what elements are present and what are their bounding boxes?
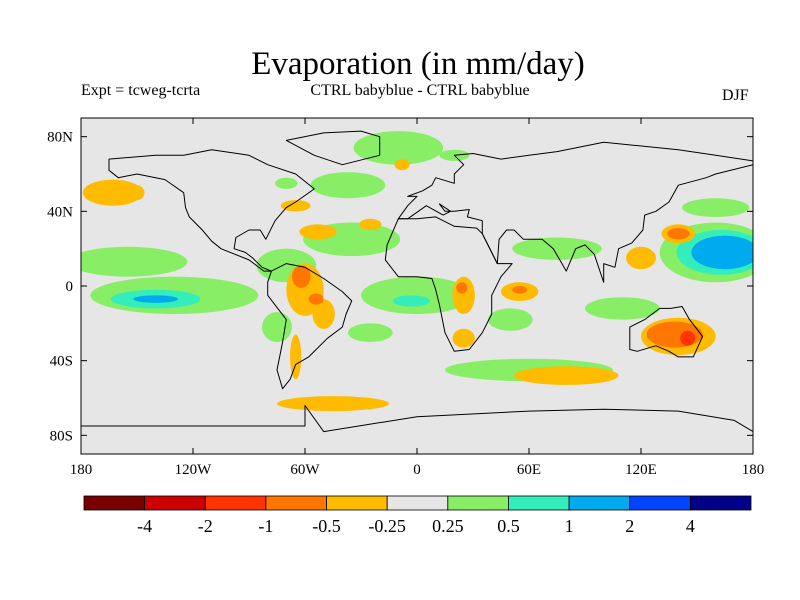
- comparison-label: CTRL babyblue - CTRL babyblue: [310, 82, 530, 99]
- colorbar-swatch-8: [568, 495, 631, 511]
- contour-region-40: [626, 246, 656, 270]
- contour-region-13: [359, 218, 382, 230]
- coastline-0: [108, 149, 315, 272]
- colorbar-swatch-6: [447, 495, 509, 511]
- colorbar-label-6: 0.5: [497, 516, 520, 536]
- x-tick-label-5: 120E: [625, 462, 657, 478]
- contour-region-16: [133, 295, 179, 303]
- contour-region-4: [280, 200, 311, 212]
- colorbar-swatch-4: [326, 495, 388, 511]
- contour-region-17: [262, 312, 292, 343]
- x-tick-label-4: 60E: [517, 462, 541, 478]
- contour-region-22: [290, 334, 302, 380]
- y-tick-label-0: 80N: [47, 130, 73, 146]
- colorbar-label-1: -2: [198, 516, 213, 536]
- contour-region-5: [394, 159, 410, 171]
- contour-region-25: [392, 295, 431, 307]
- y-tick-label-3: 40S: [50, 354, 73, 370]
- colorbar-swatch-3: [265, 495, 327, 511]
- contour-region-23: [347, 323, 393, 342]
- colorbar-label-7: 1: [565, 516, 574, 536]
- y-tick-label-4: 80S: [50, 428, 73, 444]
- season-label: DJF: [722, 87, 749, 104]
- contour-region-31: [487, 308, 533, 331]
- contour-region-37: [680, 330, 696, 346]
- colorbar-label-5: 0.25: [432, 516, 464, 536]
- contour-region-39: [512, 237, 602, 260]
- contour-region-26: [452, 276, 475, 315]
- contour-region-46: [682, 198, 750, 217]
- x-tick-label-2: 60W: [290, 462, 320, 478]
- coastline-4: [397, 141, 753, 283]
- colorbar-label-4: -0.25: [368, 516, 406, 536]
- coastline-3: [384, 216, 513, 352]
- contour-region-20: [291, 265, 311, 288]
- chart-title: Evaporation (in mm/day): [251, 46, 585, 82]
- contour-region-27: [456, 282, 468, 294]
- colorbar-label-2: -1: [258, 516, 273, 536]
- colorbar-label-3: -0.5: [312, 516, 341, 536]
- contour-region-38: [585, 297, 660, 320]
- contour-region-30: [512, 286, 528, 294]
- contour-region-7: [275, 177, 298, 189]
- y-tick-label-1: 40N: [47, 204, 73, 220]
- x-tick-label-1: 120W: [175, 462, 213, 478]
- coastline-1: [285, 130, 381, 166]
- colorbar-swatch-10: [689, 495, 752, 511]
- colorbar-swatch-1: [144, 495, 206, 511]
- contour-region-33: [277, 396, 389, 412]
- contour-region-43: [691, 235, 753, 270]
- contour-region-12: [299, 224, 337, 240]
- x-tick-label-3: 0: [413, 462, 421, 478]
- colorbar-swatch-2: [204, 495, 267, 511]
- contour-region-9: [81, 246, 188, 277]
- contour-region-19: [312, 299, 335, 329]
- contour-region-8: [129, 185, 145, 201]
- contour-region-28: [452, 328, 475, 348]
- contour-region-34: [514, 366, 619, 385]
- colorbar-label-0: -4: [137, 516, 152, 536]
- contour-region-24: [361, 276, 473, 315]
- colorbar-swatch-5: [386, 495, 449, 511]
- colorbar-label-8: 2: [625, 516, 634, 536]
- contour-region-3: [310, 172, 386, 199]
- y-tick-label-2: 0: [66, 279, 74, 295]
- experiment-label: Expt = tcweg-tcrta: [81, 82, 201, 99]
- contour-region-21: [308, 293, 324, 305]
- coastline-5: [629, 306, 704, 358]
- coastline-2: [267, 263, 353, 390]
- contour-region-45: [667, 228, 690, 240]
- x-tick-label-6: 180: [742, 462, 765, 478]
- colorbar-swatch-9: [629, 495, 691, 511]
- colorbar-label-9: 4: [686, 516, 695, 536]
- colorbar-swatch-7: [508, 495, 570, 511]
- contour-region-6: [82, 179, 143, 206]
- coastline-6: [81, 405, 753, 454]
- x-tick-label-0: 180: [70, 462, 93, 478]
- contour-region-1: [353, 131, 444, 165]
- colorbar-swatch-0: [83, 495, 146, 511]
